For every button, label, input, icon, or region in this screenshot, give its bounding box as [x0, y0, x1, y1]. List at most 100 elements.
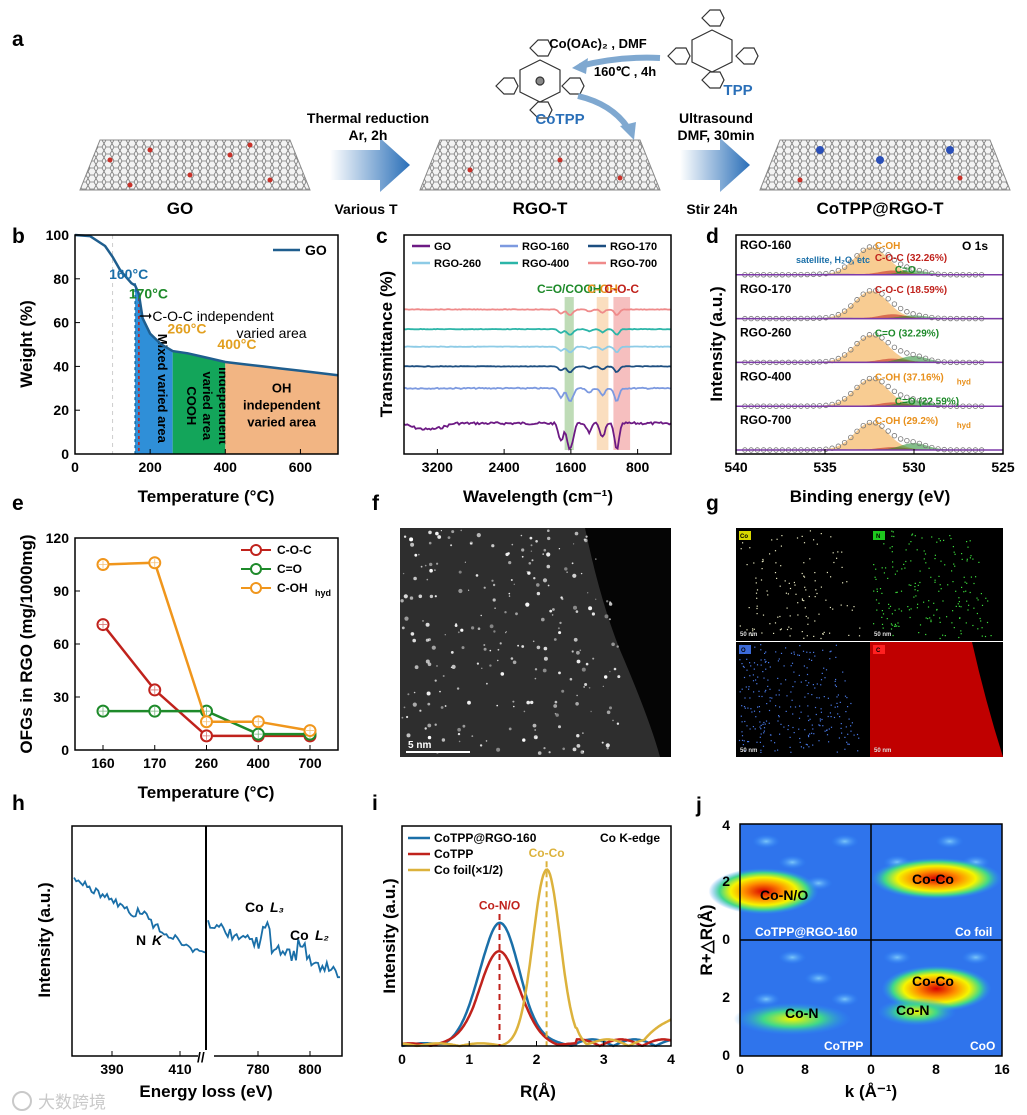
eds-dot-1-87 [908, 609, 910, 611]
eds-dot-2-253 [845, 726, 847, 728]
tem-dot-40 [558, 548, 561, 550]
eds-dot-1-3 [938, 590, 940, 592]
tem-dot-106 [407, 693, 410, 696]
eds-dot-1-177 [961, 558, 963, 560]
eds-dot-0-33 [836, 557, 838, 559]
tem-dot-105 [573, 605, 577, 610]
e-ytick-1: 30 [53, 689, 69, 705]
tem-dot-151 [512, 700, 515, 703]
eds-dot-2-235 [760, 649, 762, 651]
tem-dot-203 [547, 536, 551, 541]
eds-dot-2-38 [769, 700, 771, 702]
eds-co-map [736, 528, 870, 641]
eds-dot-1-149 [977, 628, 979, 630]
eds-dot-2-286 [820, 708, 822, 710]
j-xtick-3: 8 [932, 1061, 940, 1077]
eds-dot-1-41 [976, 597, 978, 599]
h-series-right [207, 919, 340, 979]
eds-dot-2-280 [765, 720, 768, 722]
d-point-1-22 [879, 291, 885, 297]
eds-dot-1-117 [931, 536, 933, 538]
eds-dot-2-2 [774, 742, 776, 744]
b-ytick-2: 40 [53, 358, 69, 374]
tem-dot-212 [584, 538, 588, 543]
b-marker-label-0: 160°C [109, 266, 148, 282]
eds-dot-1-77 [891, 535, 893, 537]
eds-dot-2-161 [778, 716, 780, 718]
eds-dot-1-196 [980, 593, 982, 595]
d-point-4-22 [879, 423, 885, 429]
d-point-3-28 [916, 397, 923, 404]
tem-dot-233 [551, 614, 554, 616]
eds-dot-0-12 [801, 572, 803, 575]
eds-dot-2-307 [846, 741, 848, 743]
eds-dot-1-8 [900, 590, 903, 592]
eds-dot-1-146 [894, 623, 896, 625]
e-ytick-2: 60 [53, 636, 69, 652]
eds-dot-0-50 [803, 562, 805, 564]
step1-line2: Ar, 2h [349, 127, 388, 143]
h-break-mark: // [197, 1049, 205, 1065]
e-ytick-3: 90 [53, 583, 69, 599]
d-point-3-19 [860, 379, 866, 385]
eds-dot-2-108 [741, 735, 744, 737]
eds-dot-1-18 [881, 616, 883, 618]
eds-dot-2-160 [769, 666, 771, 668]
eds-dot-1-104 [939, 637, 941, 640]
eds-dot-1-143 [896, 570, 898, 572]
eds-dot-2-43 [834, 706, 836, 708]
eds-dot-1-86 [875, 578, 877, 580]
eds-dot-2-303 [802, 650, 805, 652]
d-point-3-24 [891, 388, 898, 394]
eds-dot-1-120 [911, 534, 913, 536]
eds-dot-0-116 [780, 545, 782, 547]
tem-dot-195 [609, 670, 611, 673]
eds-dot-1-57 [952, 546, 954, 548]
j-name-0: CoTPP@RGO-160 [755, 925, 858, 939]
c-axes-frame [403, 234, 672, 455]
d-point-4-13 [823, 446, 829, 452]
eds-dot-2-22 [804, 729, 806, 731]
panel-b: b Mixed varied area COOH varied area indepe… [12, 225, 339, 506]
eds-dot-2-274 [834, 680, 836, 682]
d-point-2-28 [916, 353, 923, 359]
tem-dot-116 [543, 646, 548, 651]
b-region-label-2-1: independent [243, 398, 321, 413]
eds-dot-1-4 [958, 601, 960, 603]
tem-dot-246 [406, 733, 411, 738]
tem-dot-225 [572, 747, 577, 752]
i-title: Co K-edge [600, 831, 660, 845]
eds-dot-2-249 [816, 683, 818, 685]
eds-dot-2-213 [825, 669, 828, 671]
j-ylabel: R+△R(Å) [697, 904, 716, 975]
tem-dot-98 [585, 662, 589, 666]
b-region-0 [135, 285, 173, 454]
tem-dot-34 [471, 735, 474, 737]
eds-dot-0-60 [813, 635, 815, 637]
eds-dot-2-291 [768, 662, 770, 664]
eds-dot-1-73 [881, 592, 883, 594]
h-break-gap [198, 1050, 214, 1062]
tem-dot-93 [520, 534, 523, 537]
d-point-0-26 [904, 264, 910, 270]
eds-dot-1-132 [876, 588, 878, 590]
tem-dot-91 [436, 562, 439, 565]
tem-dot-113 [532, 723, 537, 728]
eds-dot-2-240 [803, 747, 805, 749]
eds-dot-0-107 [794, 584, 796, 586]
panel-label-a: a [12, 28, 24, 51]
eds-dot-1-176 [897, 622, 899, 624]
eds-dot-0-138 [776, 538, 778, 540]
eds-dot-0-88 [851, 609, 853, 611]
b-series-go [74, 233, 339, 377]
eds-dot-2-3 [770, 740, 772, 742]
i-legend-text-2: Co foil(×1/2) [434, 863, 503, 877]
tem-dot-48 [401, 716, 404, 719]
eds-dot-2-74 [850, 730, 852, 732]
d-point-3-31 [935, 402, 941, 409]
eds-dot-1-95 [976, 612, 978, 615]
i-xtick-2: 2 [533, 1051, 541, 1067]
eds-dot-0-23 [833, 561, 835, 564]
eds-dot-0-95 [753, 562, 755, 564]
